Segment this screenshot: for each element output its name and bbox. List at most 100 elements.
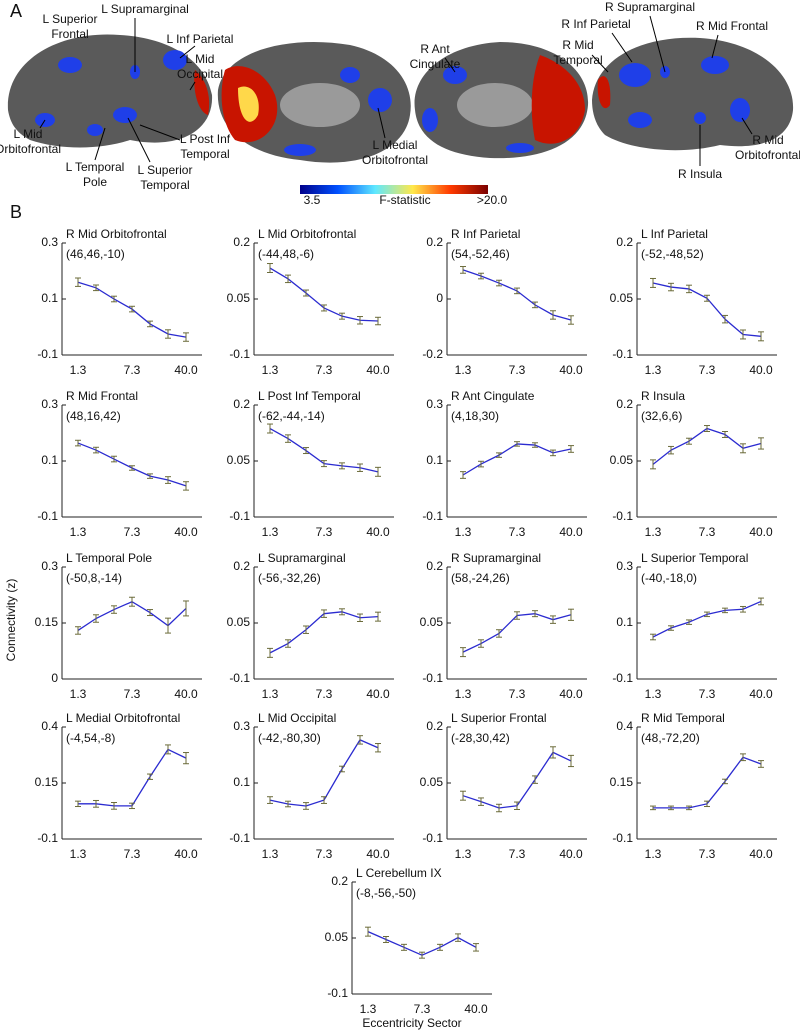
- y-tick-label: -0.1: [229, 347, 250, 361]
- error-bar: [740, 605, 746, 613]
- panel-label: A: [10, 1, 22, 21]
- error-bar: [303, 289, 309, 297]
- error-bar: [473, 943, 479, 952]
- brain-label: R Mid: [562, 38, 593, 52]
- error-bar: [668, 282, 674, 292]
- chart-subtitle: (-52,-48,52): [641, 247, 704, 261]
- error-bar: [650, 805, 656, 811]
- error-bar: [111, 801, 117, 810]
- error-bar: [267, 647, 273, 658]
- y-tick-label: -0.1: [612, 831, 633, 845]
- data-line: [367, 931, 477, 956]
- error-bar: [686, 619, 692, 625]
- brain-images: [7, 34, 794, 194]
- y-tick-label: 0.3: [41, 397, 58, 411]
- data-line: [653, 756, 762, 809]
- brain-label: R Supramarginal: [605, 0, 695, 14]
- x-tick-label: 1.3: [455, 363, 472, 377]
- chart-subtitle: (58,-24,26): [451, 571, 510, 585]
- chart-title: R Ant Cingulate: [451, 389, 535, 403]
- x-tick-label: 7.3: [316, 525, 333, 539]
- x-tick-label: 1.3: [70, 847, 87, 861]
- y-tick-label: 0.05: [420, 775, 444, 789]
- brain-label: L Superior: [138, 163, 193, 177]
- error-bar: [478, 272, 484, 280]
- brain-label: Temporal: [553, 53, 602, 67]
- activation: [238, 86, 259, 122]
- brain-label: L Supramarginal: [101, 2, 189, 16]
- y-tick-label: 0.1: [426, 453, 443, 467]
- chart-subtitle: (-62,-44,-14): [258, 409, 325, 423]
- error-bar: [165, 329, 171, 339]
- chart-subtitle: (-40,-18,0): [641, 571, 697, 585]
- y-tick-label: 0: [436, 291, 443, 305]
- leader-line: [377, 107, 386, 139]
- chart-subtitle: (-44,48,-6): [258, 247, 314, 261]
- x-tick-label: 1.3: [70, 687, 87, 701]
- error-bar: [478, 797, 484, 806]
- y-tick-label: -0.1: [37, 831, 58, 845]
- x-tick-label: 1.3: [645, 525, 662, 539]
- leader-line: [39, 119, 46, 129]
- error-bar: [650, 459, 656, 470]
- chart-title: R Mid Temporal: [641, 711, 725, 725]
- error-bar: [686, 284, 692, 294]
- y-tick-label: -0.2: [422, 347, 443, 361]
- error-bar: [650, 633, 656, 641]
- activation: [531, 55, 585, 144]
- x-tick-label: 40.0: [749, 525, 773, 539]
- error-bar: [111, 605, 117, 614]
- error-bar: [668, 805, 674, 811]
- chart-subtitle: (-42,-80,30): [258, 731, 321, 745]
- error-bar: [357, 463, 363, 472]
- error-bar: [321, 609, 327, 618]
- brain-label: R Ant: [420, 42, 450, 56]
- y-tick-label: 0.2: [233, 397, 250, 411]
- error-bar: [285, 639, 291, 648]
- chart-title: L Post Inf Temporal: [258, 389, 361, 403]
- data-line: [269, 739, 379, 807]
- y-tick-label: -0.1: [37, 347, 58, 361]
- brain-label: L Temporal: [66, 160, 125, 174]
- chart-title: R Insula: [641, 389, 685, 403]
- x-tick-label: 1.3: [262, 525, 279, 539]
- y-tick-label: 0.2: [426, 719, 443, 733]
- error-bar: [514, 287, 520, 295]
- error-bar: [568, 608, 574, 621]
- brain-label: Orbitofrontal: [735, 148, 800, 162]
- error-bar: [550, 615, 556, 624]
- error-bar: [686, 437, 692, 445]
- x-tick-label: 7.3: [509, 525, 526, 539]
- data-line: [269, 267, 379, 322]
- error-bar: [383, 936, 389, 943]
- data-line: [77, 442, 187, 487]
- error-bar: [365, 926, 371, 937]
- y-tick-label: 0.05: [227, 291, 251, 305]
- error-bar: [668, 445, 674, 455]
- error-bar: [321, 460, 327, 468]
- error-bar: [147, 609, 153, 617]
- error-bar: [93, 799, 99, 808]
- y-tick-label: -0.1: [612, 347, 633, 361]
- chart-title: R Mid Orbitofrontal: [66, 227, 167, 241]
- x-tick-label: 7.3: [699, 847, 716, 861]
- y-tick-label: 0.05: [420, 615, 444, 629]
- y-tick-label: 0.1: [233, 775, 250, 789]
- error-bar: [460, 266, 466, 274]
- error-bar: [496, 629, 502, 638]
- error-bar: [568, 754, 574, 768]
- error-bar: [496, 279, 502, 287]
- brain-label: Cingulate: [410, 57, 461, 71]
- error-bar: [339, 765, 345, 773]
- brain-label: Temporal: [180, 147, 229, 161]
- y-tick-label: 0: [51, 671, 58, 685]
- leader-line: [741, 117, 753, 135]
- x-tick-label: 7.3: [509, 847, 526, 861]
- x-tick-label: 1.3: [262, 687, 279, 701]
- y-tick-label: 0.05: [610, 291, 634, 305]
- error-bar: [75, 439, 81, 447]
- error-bar: [285, 274, 291, 284]
- chart-subtitle: (-50,8,-14): [66, 571, 122, 585]
- chart-title: L Temporal Pole: [66, 551, 152, 565]
